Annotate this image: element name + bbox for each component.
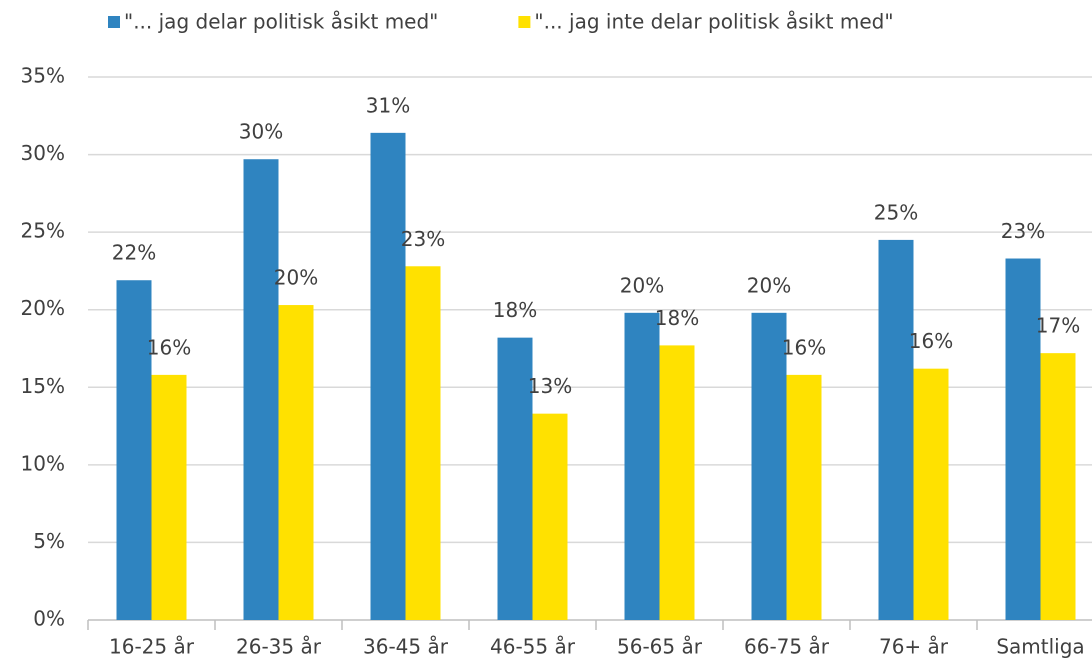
value-label: 25% <box>874 200 918 224</box>
value-label: 22% <box>112 241 156 265</box>
y-tick-label: 25% <box>21 219 65 243</box>
bar <box>243 159 279 620</box>
value-label: 13% <box>528 374 572 398</box>
value-label: 20% <box>620 273 664 297</box>
value-label: 16% <box>147 335 191 359</box>
value-label: 30% <box>239 120 283 144</box>
bar <box>1040 353 1076 620</box>
value-label: 20% <box>747 273 791 297</box>
value-label: 16% <box>782 335 826 359</box>
bar <box>659 345 695 620</box>
x-tick-label: 16-25 år <box>109 635 195 659</box>
legend-swatch <box>108 16 120 28</box>
bar <box>370 132 406 620</box>
bar <box>497 337 533 620</box>
y-tick-label: 15% <box>21 374 65 398</box>
value-label: 18% <box>655 306 699 330</box>
legend-label: "... jag delar politisk åsikt med" <box>124 10 438 34</box>
bar <box>624 312 660 620</box>
bar <box>532 413 568 620</box>
bar <box>151 374 187 620</box>
value-label: 23% <box>401 227 445 251</box>
value-label: 17% <box>1036 314 1080 338</box>
legend-label: "... jag inte delar politisk åsikt med" <box>534 10 893 34</box>
value-label: 23% <box>1001 219 1045 243</box>
x-tick-label: Samtliga <box>996 635 1084 659</box>
x-tick-label: 26-35 år <box>236 635 322 659</box>
x-tick-label: 46-55 år <box>490 635 576 659</box>
x-tick-label: 66-75 år <box>744 635 830 659</box>
bar <box>405 266 441 620</box>
value-label: 16% <box>909 329 953 353</box>
bar <box>116 280 152 620</box>
y-tick-label: 5% <box>33 529 65 553</box>
y-tick-label: 10% <box>21 451 65 475</box>
y-tick-label: 35% <box>21 64 65 88</box>
legend-swatch <box>518 16 531 28</box>
y-tick-label: 0% <box>33 607 65 631</box>
bar <box>751 312 787 620</box>
x-tick-label: 56-65 år <box>617 635 703 659</box>
bar <box>1005 258 1041 620</box>
value-label: 20% <box>274 266 318 290</box>
x-tick-label: 76+ år <box>879 635 949 659</box>
bar <box>878 239 914 620</box>
y-tick-label: 30% <box>21 141 65 165</box>
value-label: 18% <box>493 298 537 322</box>
bar <box>786 374 822 620</box>
bar <box>278 305 314 620</box>
x-tick-label: 36-45 år <box>363 635 449 659</box>
y-tick-label: 20% <box>21 296 65 320</box>
value-label: 31% <box>366 93 410 117</box>
bar <box>913 368 949 620</box>
